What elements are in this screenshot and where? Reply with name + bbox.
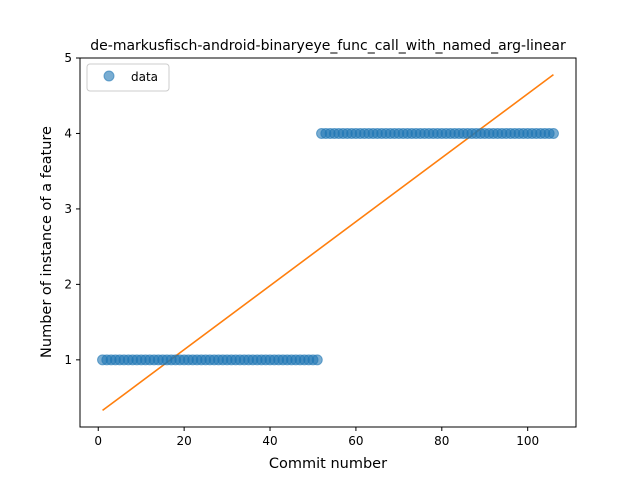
points-layer — [97, 127, 559, 366]
x-tick-label: 60 — [348, 434, 363, 448]
axes-layer: 0 20 40 60 80 100 1 2 3 4 5 — [64, 51, 577, 448]
y-tick-label: 2 — [64, 277, 72, 291]
y-axis-label: Number of instance of a feature — [39, 126, 55, 358]
y-tick-label: 4 — [64, 126, 72, 140]
x-tick-label: 80 — [434, 434, 449, 448]
legend-marker-data — [103, 70, 115, 82]
legend-label-data: data — [131, 70, 158, 84]
x-tick-label: 20 — [176, 434, 191, 448]
axes-frame — [79, 57, 577, 428]
x-tick-label: 100 — [516, 434, 539, 448]
y-tick-label: 5 — [64, 51, 72, 65]
y-tick-label: 1 — [64, 353, 72, 367]
legend: data — [86, 63, 170, 92]
x-axis-label: Commit number — [269, 456, 387, 472]
x-tick-label: 0 — [94, 434, 102, 448]
data-point — [547, 127, 559, 139]
x-tick-label: 40 — [262, 434, 277, 448]
chart-title: de-markusfisch-android-binaryeye_func_ca… — [90, 38, 566, 54]
y-tick-label: 3 — [64, 202, 72, 216]
data-point — [311, 354, 323, 366]
